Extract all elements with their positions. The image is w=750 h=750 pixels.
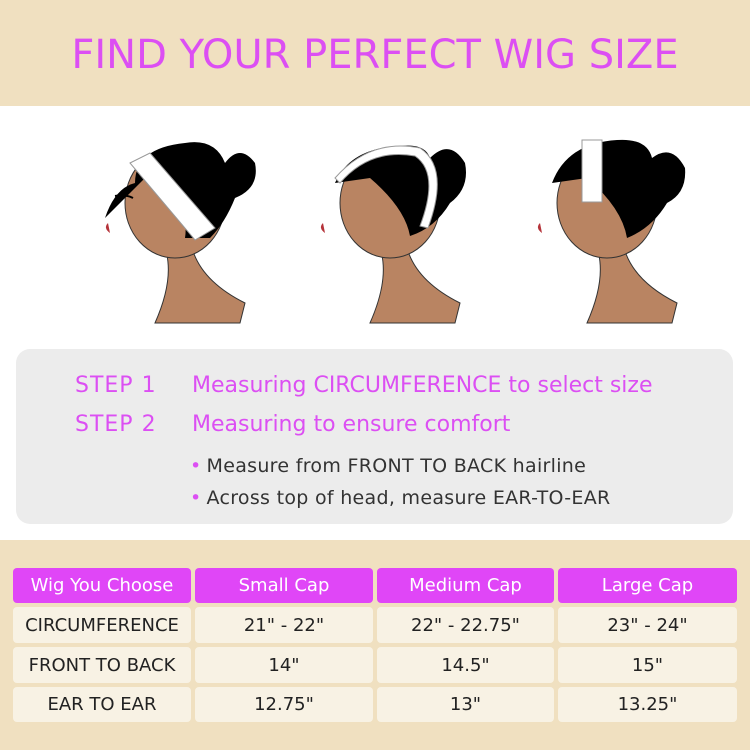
bullet-item: • Measure from FRONT TO BACK hairline (190, 455, 587, 477)
table-cell: 13.25" (558, 687, 737, 722)
step-text: Measuring CIRCUMFERENCE to select size (192, 373, 653, 398)
table-cell: FRONT TO BACK (13, 647, 191, 683)
step-label: STEP 1 (75, 373, 157, 398)
step-2: STEP 2 Measuring to ensure comfort (75, 410, 725, 440)
page-title: FIND YOUR PERFECT WIG SIZE (71, 32, 679, 78)
head-front-to-back-measure-icon (320, 145, 466, 324)
table-cell: 13" (377, 687, 554, 722)
head-ear-to-ear-measure-icon (537, 139, 686, 324)
table-header-cell: Wig You Choose (13, 568, 191, 603)
bullet-text: Across top of head, measure EAR-TO-EAR (206, 487, 611, 509)
step-1: STEP 1 Measuring CIRCUMFERENCE to select… (75, 371, 725, 401)
table-cell: 22" - 22.75" (377, 607, 554, 643)
table-cell: CIRCUMFERENCE (13, 607, 191, 643)
bullet-item: • Across top of head, measure EAR-TO-EAR (190, 487, 611, 509)
table-cell: 12.75" (195, 687, 373, 722)
step-text: Measuring to ensure comfort (192, 412, 511, 437)
table-cell: 21" - 22" (195, 607, 373, 643)
table-header-cell: Small Cap (195, 568, 373, 603)
table-cell: EAR TO EAR (13, 687, 191, 722)
table-cell: 14.5" (377, 647, 554, 683)
table-header-cell: Medium Cap (377, 568, 554, 603)
step-label: STEP 2 (75, 412, 157, 437)
head-circumference-measure-icon (105, 142, 256, 324)
table-header-cell: Large Cap (558, 568, 737, 603)
table-cell: 23" - 24" (558, 607, 737, 643)
bullet-text: Measure from FRONT TO BACK hairline (206, 455, 587, 477)
header-band (0, 0, 750, 106)
table-cell: 14" (195, 647, 373, 683)
table-cell: 15" (558, 647, 737, 683)
instructions-panel (16, 349, 733, 524)
